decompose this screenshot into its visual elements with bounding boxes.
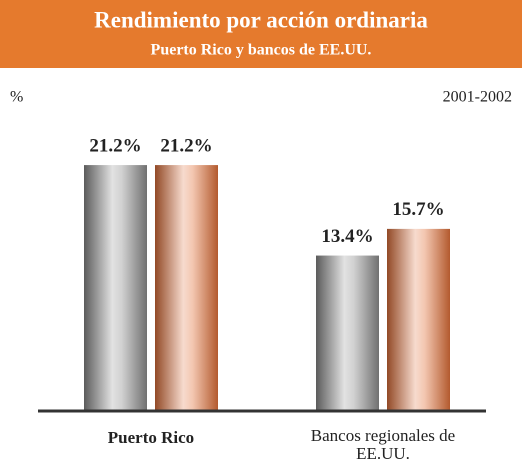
chart-subtitle: Puerto Rico y bancos de EE.UU.: [151, 42, 372, 59]
value-label: 13.4%: [321, 226, 373, 247]
value-label: 21.2%: [89, 135, 141, 156]
x-tick-label: Bancos regionales de EE.UU.: [310, 426, 456, 463]
y-axis-label: %: [10, 89, 23, 106]
value-label: 21.2%: [160, 135, 212, 156]
bar: [155, 165, 218, 411]
header-band: [0, 0, 522, 68]
chart-title: Rendimiento por acción ordinaria: [94, 7, 428, 32]
bar: [387, 228, 450, 411]
value-label: 15.7%: [392, 199, 444, 220]
period-annotation: 2001-2002: [443, 89, 512, 106]
x-tick-label: Puerto Rico: [107, 428, 195, 447]
bar: [84, 165, 147, 411]
bar: [316, 255, 379, 411]
